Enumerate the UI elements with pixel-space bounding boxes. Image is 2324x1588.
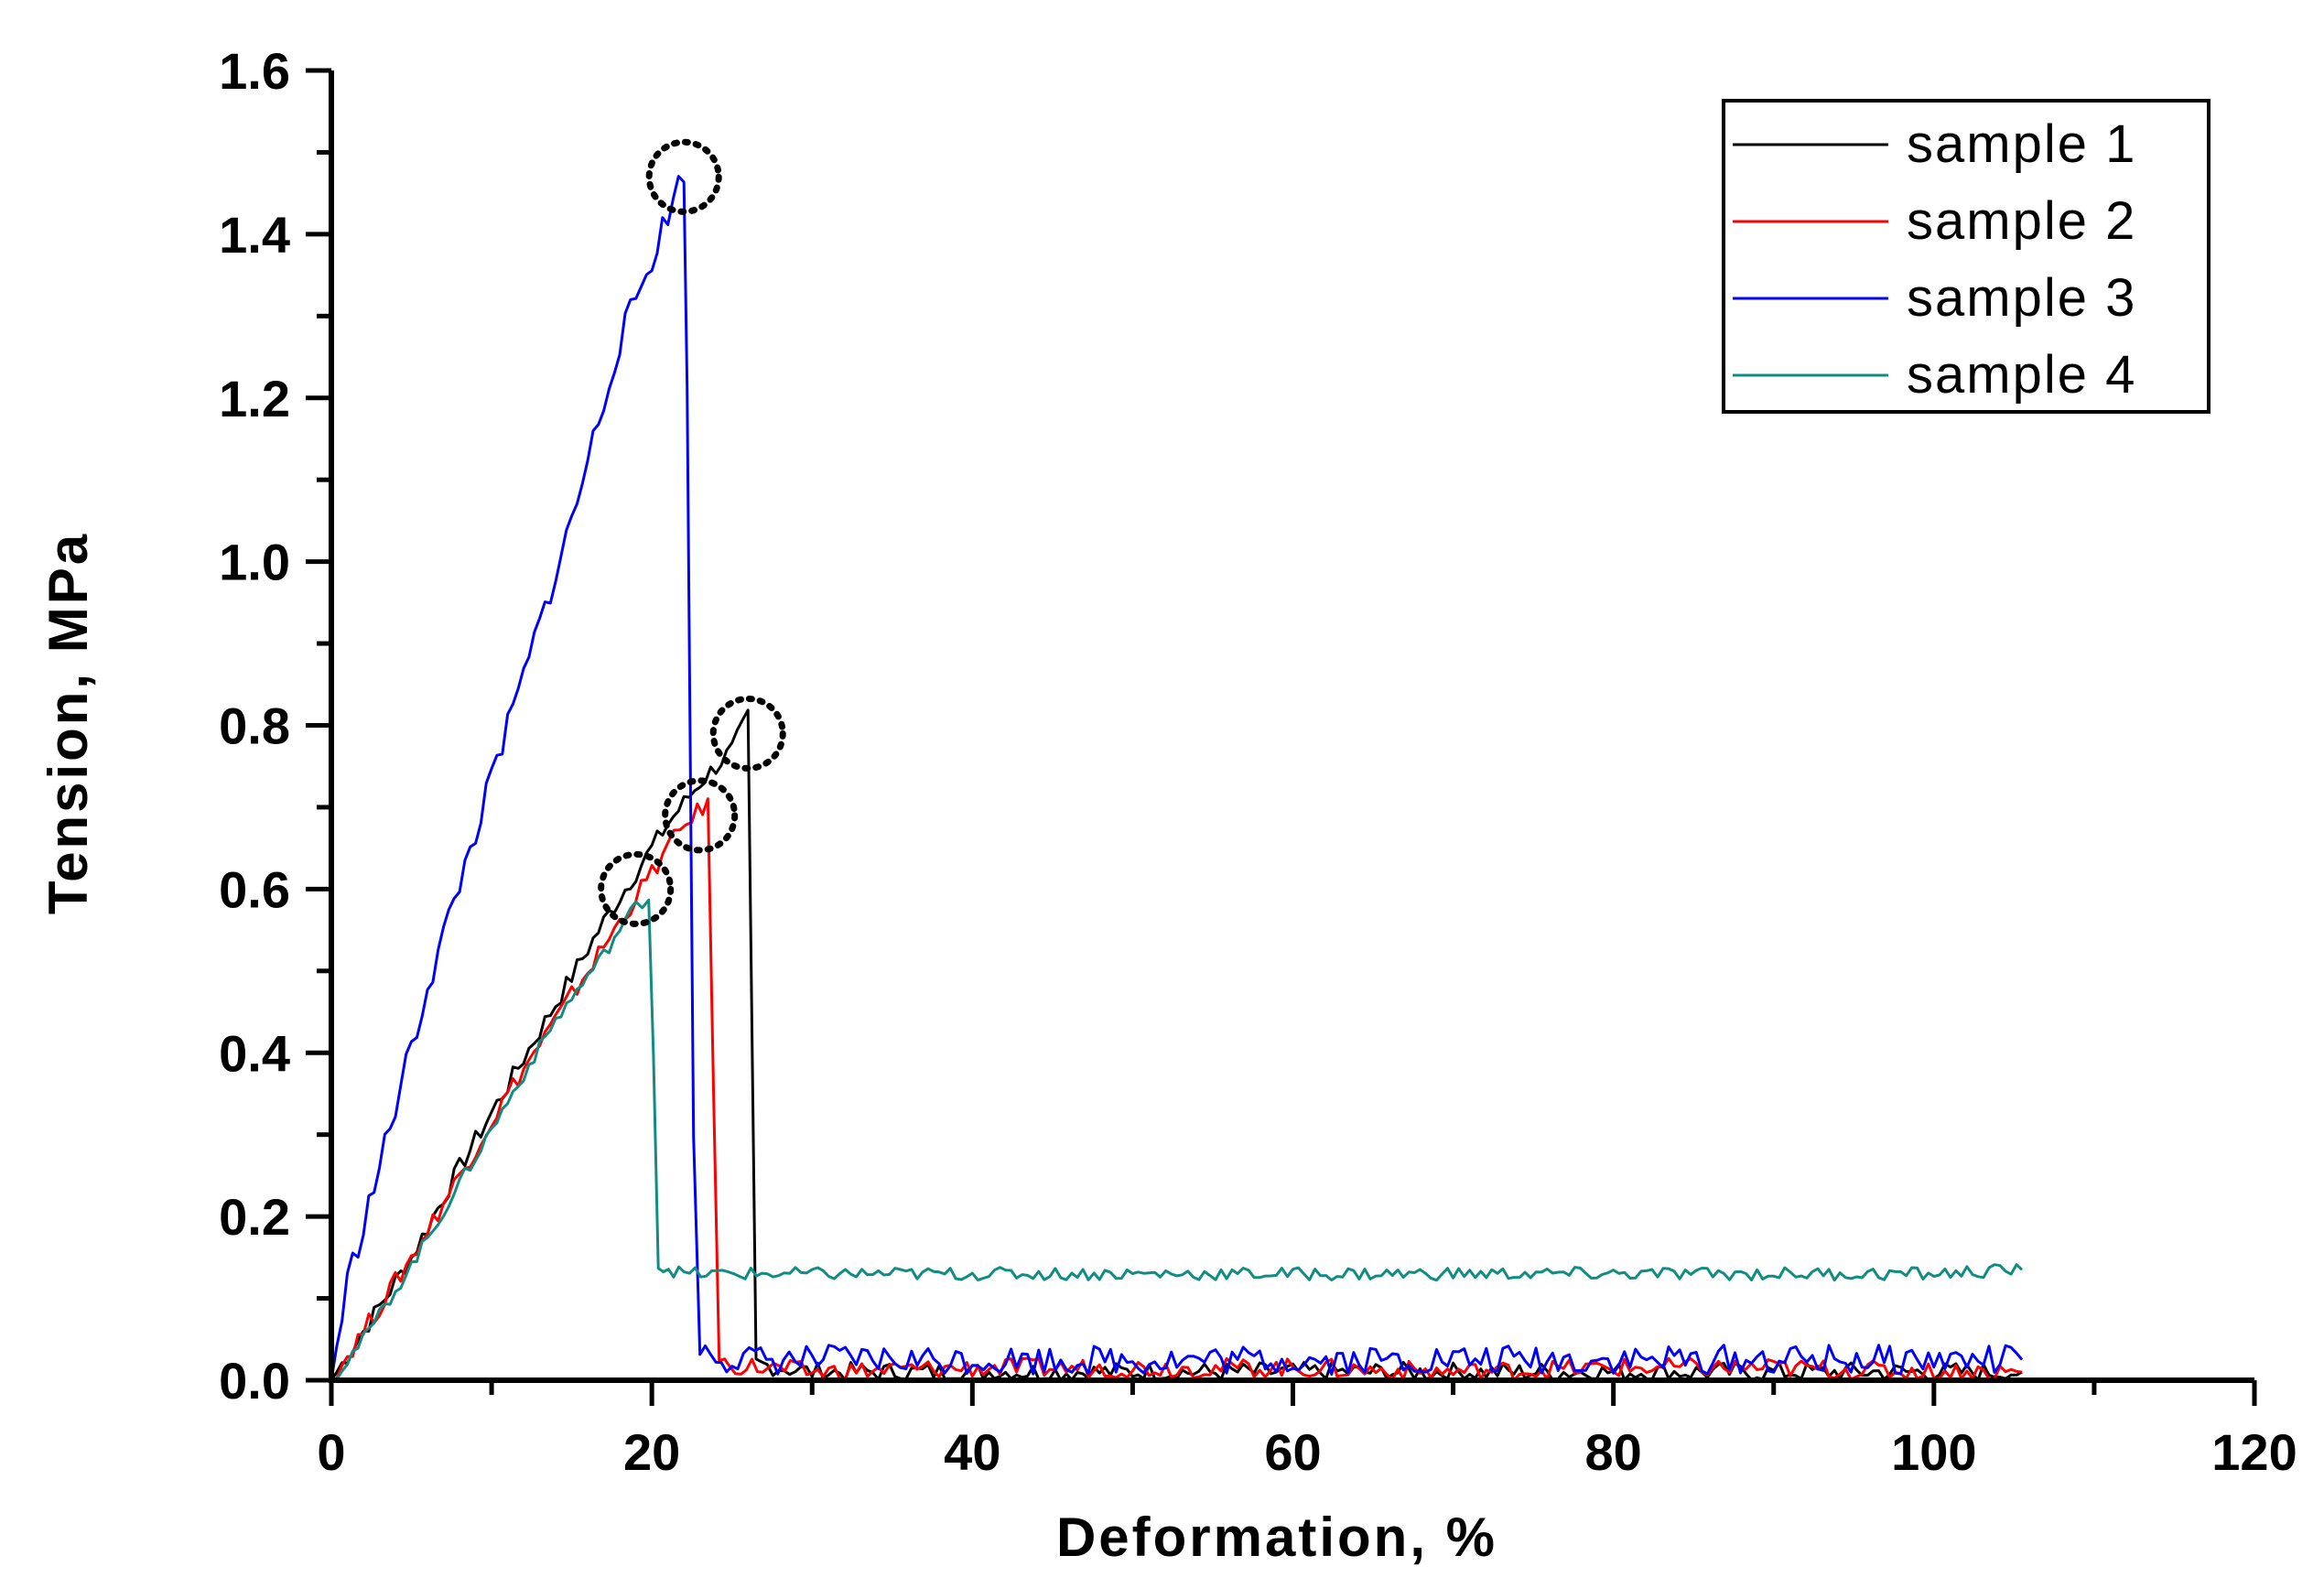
x-tick-label: 80	[1585, 1423, 1642, 1481]
series-line-3	[330, 175, 2024, 1381]
series-layer	[330, 175, 2024, 1382]
x-tick-label: 40	[944, 1423, 1000, 1481]
axes: 0 20 40 60 80 100 120 0.0 0.2 0.4 0.6 0.8 1.0 1.2 1.4 1…	[219, 42, 2297, 1481]
y-tick-label: 0.6	[219, 860, 290, 918]
x-tick-label: 100	[1891, 1423, 1976, 1481]
legend-label-3: sample 3	[1907, 268, 2136, 328]
y-tick-label: 1.2	[219, 370, 290, 427]
series-line-4	[330, 898, 2024, 1382]
y-tick-label: 1.6	[219, 42, 290, 100]
y-tick-label: 0.0	[219, 1352, 290, 1410]
y-tick-label: 0.8	[219, 697, 290, 755]
y-tick-label: 1.4	[219, 206, 290, 264]
legend-label-1: sample 1	[1907, 114, 2136, 174]
x-axis-label: Deformation, %	[1056, 1507, 1497, 1568]
series-line-1	[330, 708, 2023, 1382]
x-tick-label: 120	[2211, 1423, 2297, 1481]
x-tick-label: 0	[317, 1423, 345, 1481]
y-axis-label: Tension, MPa	[38, 532, 99, 914]
x-tick-label: 20	[623, 1423, 680, 1481]
legend-label-2: sample 2	[1907, 191, 2136, 251]
legend-label-4: sample 4	[1907, 345, 2136, 405]
peak-marker-2	[709, 695, 786, 772]
peak-marker-4	[598, 850, 675, 927]
peak-marker-1	[645, 138, 722, 215]
legend-box	[1722, 99, 2211, 414]
x-tick-label: 60	[1264, 1423, 1321, 1481]
y-tick-label: 0.2	[219, 1188, 290, 1246]
peak-markers	[598, 138, 786, 927]
series-line-2	[330, 797, 2023, 1382]
peak-marker-3	[662, 777, 739, 854]
y-tick-label: 0.4	[219, 1024, 290, 1082]
y-tick-label: 1.0	[219, 534, 290, 591]
legend: sample 1 sample 2 sample 3 sample 4	[1722, 99, 2211, 414]
